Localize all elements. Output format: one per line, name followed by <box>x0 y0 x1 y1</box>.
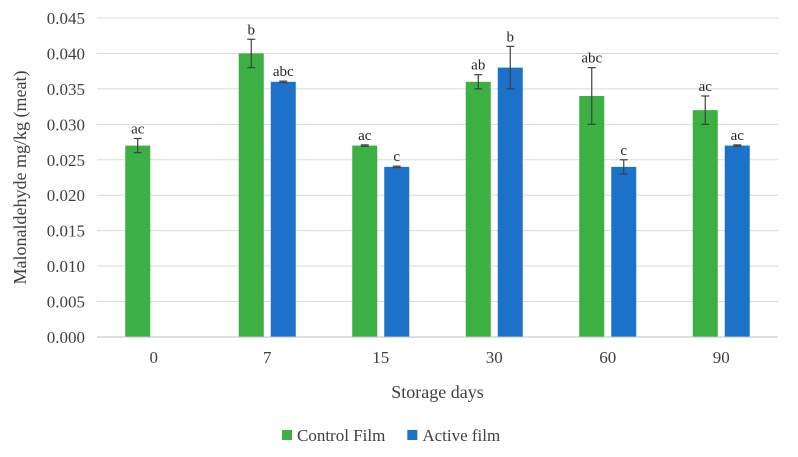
y-tick-label: 0.040 <box>47 44 85 63</box>
significance-label: ac <box>131 122 145 138</box>
legend-swatch <box>282 430 292 440</box>
error-bar <box>701 95 710 125</box>
significance-label: b <box>248 22 256 38</box>
gridlines <box>97 17 778 303</box>
bar-control-day-7 <box>238 53 264 337</box>
error-bar <box>506 45 515 90</box>
y-tick-label: 0.020 <box>47 186 85 205</box>
y-tick-label: 0.045 <box>47 9 85 28</box>
y-axis-title: Malonaldehyde mg/kg (meat) <box>10 71 31 285</box>
y-tick-label: 0.015 <box>47 222 85 241</box>
legend-label: Active film <box>422 426 500 445</box>
y-tick-label: 0.035 <box>47 80 85 99</box>
x-tick-label: 90 <box>713 348 730 367</box>
y-tick-label: 0.010 <box>47 257 85 276</box>
bar-control-day-0 <box>125 145 151 337</box>
x-tick-label: 0 <box>150 348 159 367</box>
legend-swatch <box>407 430 418 440</box>
significance-label: c <box>620 143 627 159</box>
x-tick-label: 15 <box>372 348 389 367</box>
y-tick-label: 0.025 <box>47 151 85 170</box>
error-bar <box>392 165 401 169</box>
bar-active-day-30 <box>497 67 523 337</box>
error-bar <box>360 144 369 147</box>
bar-control-day-90 <box>692 110 718 338</box>
bar-active-day-15 <box>384 166 410 337</box>
bar-control-day-30 <box>465 81 491 337</box>
x-axis-ticks: 0 7 15 30 60 90 <box>150 348 730 367</box>
bars <box>125 53 750 338</box>
error-bar <box>279 80 288 84</box>
significance-label: ab <box>471 58 485 74</box>
bar-active-day-7 <box>270 81 296 337</box>
x-tick-label: 60 <box>599 348 616 367</box>
x-tick-label: 7 <box>263 348 272 367</box>
bar-active-day-90 <box>724 145 750 337</box>
y-axis-ticks: 0.000 0.005 0.010 0.015 0.020 0.025 0.030 0.035… <box>47 9 85 347</box>
bar-control-day-15 <box>352 145 378 337</box>
significance-label: ac <box>358 128 372 144</box>
significance-label: c <box>393 149 400 165</box>
error-bars <box>133 38 742 175</box>
error-bar <box>133 137 142 154</box>
error-bar <box>247 38 256 69</box>
significance-label: abc <box>581 51 602 67</box>
y-tick-label: 0.005 <box>47 293 85 312</box>
y-tick-label: 0.000 <box>47 328 85 347</box>
significance-label: b <box>507 29 515 45</box>
significance-label: abc <box>273 64 294 80</box>
error-bar <box>474 74 483 90</box>
significance-label: ac <box>731 128 745 144</box>
bar-active-day-60 <box>611 166 637 337</box>
significance-label: ac <box>699 79 713 95</box>
error-bar <box>619 159 628 175</box>
bar-control-day-60 <box>579 95 605 337</box>
error-bar <box>587 67 596 125</box>
x-axis-title: Storage days <box>391 382 483 402</box>
x-tick-label: 30 <box>486 348 503 367</box>
legend-label: Control Film <box>297 426 385 445</box>
significance-labels: ac b abc ac c ab b abc c ac ac <box>131 22 744 165</box>
legend: Control Film Active film <box>282 426 500 445</box>
error-bar <box>733 144 742 147</box>
y-tick-label: 0.030 <box>47 115 85 134</box>
